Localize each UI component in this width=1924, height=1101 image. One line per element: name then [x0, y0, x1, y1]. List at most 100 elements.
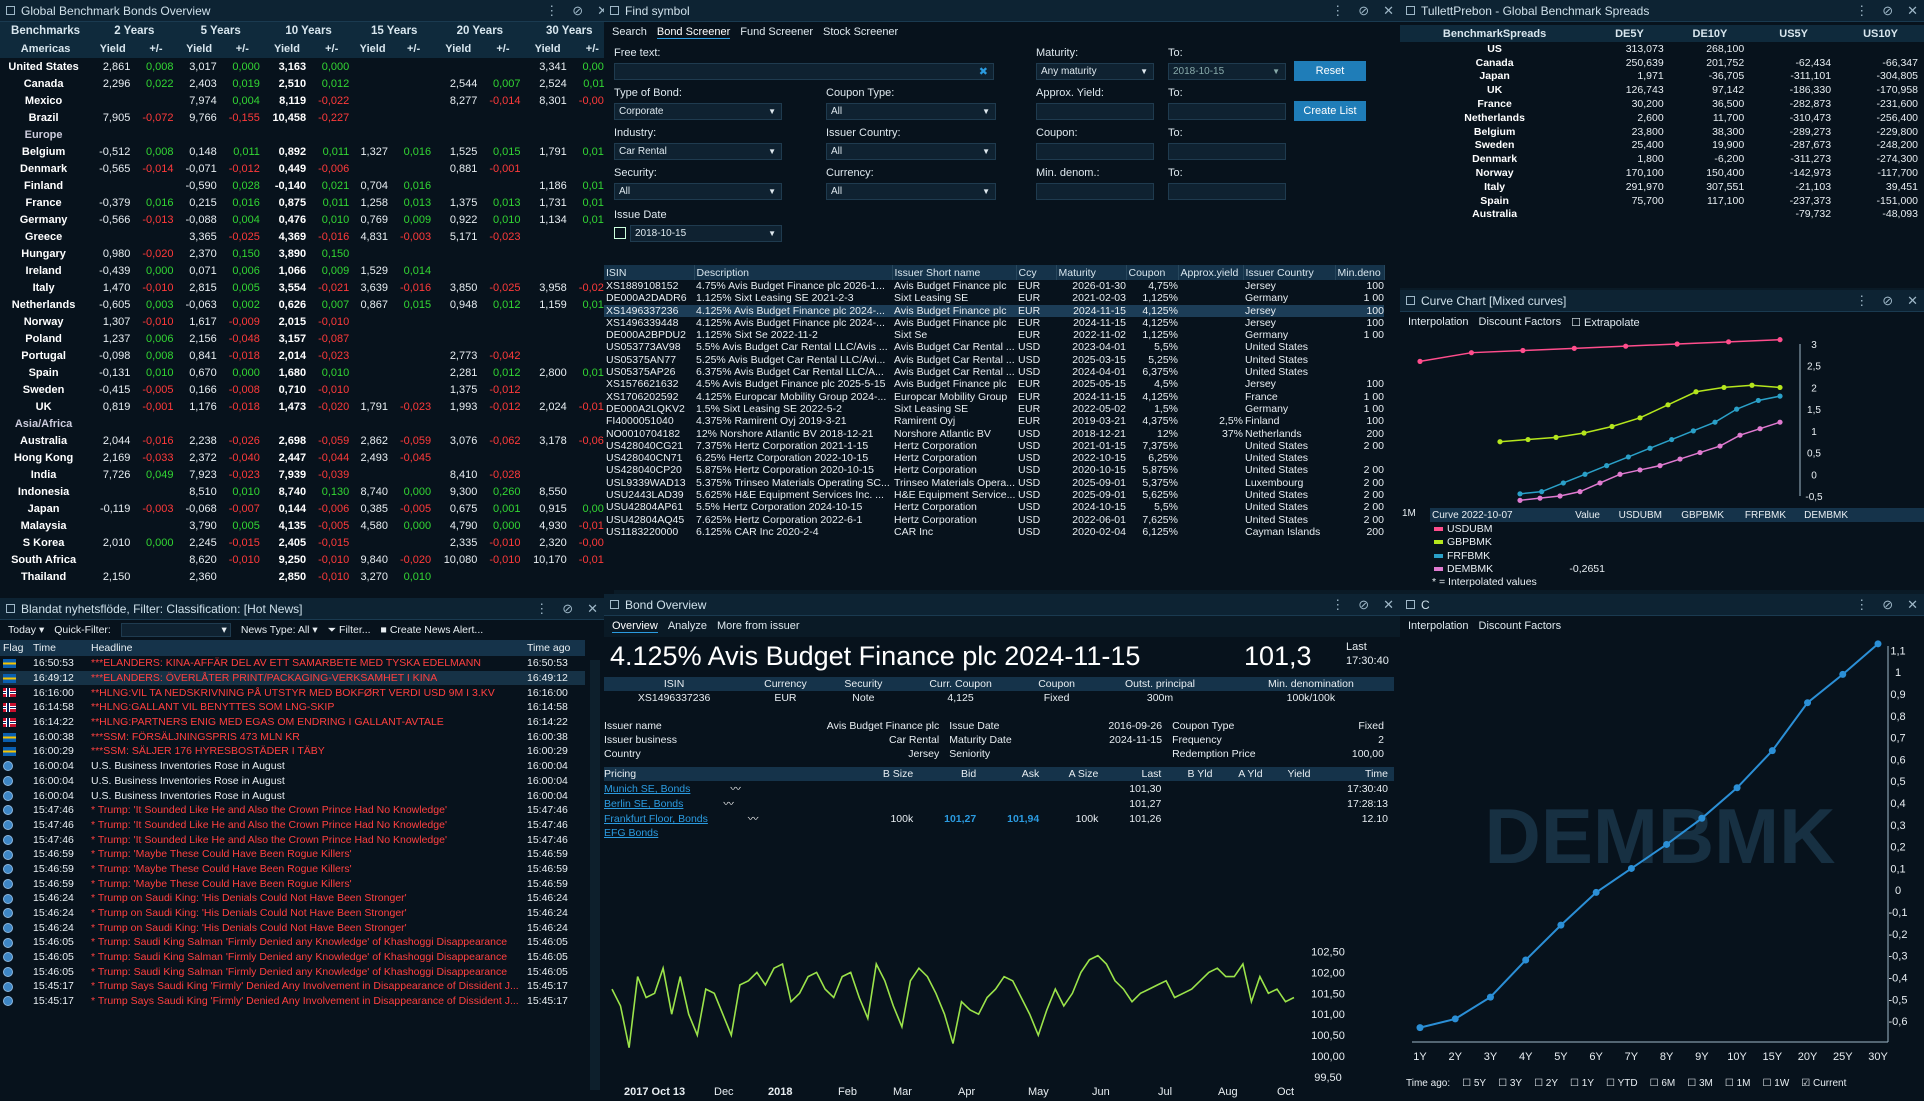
table-row[interactable]: Malaysia 3,790 0,005 4,135 -0,005 4,580 0,000 4… — [0, 517, 614, 534]
data-point[interactable] — [1577, 489, 1583, 495]
news-row[interactable]: 16:00:29 ***SSM: SÄLJER 176 HYRESBOSTÄDER… — [0, 744, 585, 759]
table-row[interactable]: Germany -0,566 -0,013 -0,088 0,004 0,476 0,010… — [0, 211, 614, 228]
data-point[interactable] — [1690, 428, 1696, 434]
tab-more-from-issuer[interactable]: More from issuer — [716, 620, 800, 632]
data-point[interactable] — [1663, 840, 1671, 848]
tab-fund-screener[interactable]: Fund Screener — [740, 26, 814, 38]
column-header[interactable]: Time — [30, 640, 88, 656]
trend-chart-icon[interactable]: 〰 — [747, 813, 759, 825]
data-point[interactable] — [1874, 640, 1882, 648]
column-header[interactable]: Time ago — [524, 640, 585, 656]
legend-row[interactable]: DEMBMK -0,2651 — [1430, 563, 1924, 577]
menu-icon[interactable]: ⋮ — [1855, 292, 1869, 308]
data-point[interactable] — [1486, 993, 1494, 1001]
time-ago-option-1m[interactable]: ☐ 1M — [1724, 1078, 1751, 1089]
unlink-icon[interactable]: ⊘ — [1882, 2, 1894, 18]
data-point[interactable] — [1468, 350, 1475, 356]
time-ago-option-current[interactable]: ☑ Current — [1801, 1078, 1847, 1089]
data-point[interactable] — [1665, 402, 1671, 408]
close-icon[interactable]: ✕ — [1907, 2, 1918, 18]
data-point[interactable] — [1617, 471, 1623, 477]
result-row[interactable]: DE000A2BPDU2 1.125% Sixt Se 2022-11-2 Sixt… — [604, 329, 1384, 341]
news-row[interactable]: 16:00:04 U.S. Business Inventories Rose i… — [0, 788, 585, 803]
data-point[interactable] — [1674, 341, 1680, 347]
unlink-icon[interactable]: ⊘ — [1882, 292, 1894, 308]
result-row[interactable]: DE000A2LQKV2 1.5% Sixt Leasing SE 2022-5-… — [604, 403, 1384, 415]
data-point[interactable] — [1698, 814, 1706, 822]
column-header[interactable]: Ccy — [1016, 265, 1057, 280]
news-row[interactable]: 16:14:58 **HLNG:GALLANT VIL BENYTTES SOM … — [0, 700, 585, 715]
table-row[interactable]: France -0,379 0,016 0,215 0,016 0,875 0,011 1,2… — [0, 194, 614, 211]
data-point[interactable] — [1553, 434, 1559, 440]
maturity-select[interactable]: Any maturity ▼ — [1036, 63, 1154, 80]
pricing-row[interactable]: Frankfurt Floor, Bonds 〰 100k 101,27 101,94 1… — [604, 811, 1394, 826]
coupon-type-select[interactable]: All ▼ — [826, 103, 996, 120]
data-point[interactable] — [1712, 419, 1718, 425]
data-point[interactable] — [1677, 456, 1683, 462]
news-row[interactable]: 16:50:53 ***ELANDERS: KINA-AFFÄR DEL AV E… — [0, 656, 585, 671]
menu-icon[interactable]: ⋮ — [1855, 596, 1869, 612]
table-row[interactable]: Mexico 7,974 0,004 8,119 -0,022 8,277 -0,014 8,… — [0, 92, 614, 109]
result-row[interactable]: US1183220000 6.125% CAR Inc 2020-2-4 CAR I… — [604, 526, 1384, 538]
close-icon[interactable]: ✕ — [1907, 596, 1918, 612]
data-point[interactable] — [1777, 337, 1783, 343]
menu-icon[interactable]: ⋮ — [535, 600, 549, 616]
trend-chart-icon[interactable]: 〰 — [730, 783, 741, 795]
news-row[interactable]: 15:47:46 * Trump: 'It Sounded Like He and… — [0, 803, 585, 818]
legend-row[interactable]: FRFBMK — [1430, 549, 1924, 563]
table-row[interactable]: France 30,200 36,500 -282,873 -231,600 — [1400, 97, 1924, 111]
news-row[interactable]: 15:46:59 * Trump: 'Maybe These Could Have… — [0, 862, 585, 877]
data-point[interactable] — [1625, 454, 1631, 460]
unlink-icon[interactable]: ⊘ — [562, 600, 574, 616]
data-point[interactable] — [1768, 747, 1776, 755]
data-point[interactable] — [1804, 699, 1812, 707]
table-row[interactable]: Thailand 2,150 2,360 2,850 -0,010 3,270 0,010 — [0, 568, 614, 585]
column-header[interactable]: Issuer Short name — [892, 265, 1017, 280]
data-point[interactable] — [1623, 343, 1629, 349]
unlink-icon[interactable]: ⊘ — [1882, 596, 1894, 612]
close-icon[interactable]: ✕ — [597, 2, 608, 18]
exchange-link-text[interactable]: EFG Bonds — [604, 827, 659, 839]
table-row[interactable]: Denmark -0,565 -0,014 -0,071 -0,012 0,449 -0,0… — [0, 160, 614, 177]
close-icon[interactable]: ✕ — [1383, 2, 1394, 18]
column-header[interactable]: Issuer Country — [1243, 265, 1336, 280]
news-row[interactable]: 16:00:04 U.S. Business Inventories Rose i… — [0, 774, 585, 789]
result-row[interactable]: USU42804AP61 5.5% Hertz Corporation 2024-… — [604, 501, 1384, 513]
tab-discount-factors[interactable]: Discount Factors — [1478, 620, 1562, 632]
result-row[interactable]: US053773AV98 5.5% Avis Budget Car Rental … — [604, 341, 1384, 353]
news-row[interactable]: 15:45:17 * Trump Says Saudi King 'Firmly'… — [0, 979, 585, 994]
create-news-alert-button[interactable]: ■ Create News Alert... — [381, 624, 484, 636]
data-point[interactable] — [1693, 389, 1699, 395]
news-row[interactable]: 15:46:59 * Trump: 'Maybe These Could Have… — [0, 847, 585, 862]
table-row[interactable]: Sweden 25,400 19,900 -287,673 -248,200 — [1400, 139, 1924, 153]
tab-stock-screener[interactable]: Stock Screener — [823, 26, 899, 38]
result-row[interactable]: US05375AP26 6.375% Avis Budget Car Rental… — [604, 366, 1384, 378]
table-row[interactable]: Indonesia 8,510 0,010 8,740 0,130 8,740 0,000 9… — [0, 483, 614, 500]
coupon-to-input[interactable] — [1168, 143, 1286, 160]
table-row[interactable]: Japan -0,119 -0,003 -0,068 -0,007 0,144 -0,006… — [0, 500, 614, 517]
unlink-icon[interactable]: ⊘ — [1358, 2, 1370, 18]
data-point[interactable] — [1627, 864, 1635, 872]
table-row[interactable]: Japan 1,971 -36,705 -311,101 -304,805 — [1400, 70, 1924, 84]
result-row[interactable]: USL9339WAD13 5.375% Trinseo Materials Ope… — [604, 477, 1384, 489]
issuer-country-select[interactable]: All ▼ — [826, 143, 996, 160]
result-row[interactable]: US05375AN77 5.25% Avis Budget Car Rental … — [604, 354, 1384, 366]
table-row[interactable]: Spain 75,700 117,100 -237,373 -151,000 — [1400, 194, 1924, 208]
time-ago-option-1y[interactable]: ☐ 1Y — [1570, 1078, 1595, 1089]
data-point[interactable] — [1557, 921, 1565, 929]
table-row[interactable]: South Africa 8,620 -0,010 9,250 -0,010 9,840-… — [0, 551, 614, 568]
time-ago-option-1w[interactable]: ☐ 1W — [1762, 1078, 1790, 1089]
quick-filter-select[interactable]: ▾ — [120, 623, 231, 637]
news-row[interactable]: 15:46:05 * Trump: Saudi King Salman 'Firm… — [0, 964, 585, 979]
table-row[interactable]: US 313,073 268,100 — [1400, 42, 1924, 56]
result-row[interactable]: US428040CP20 5.875% Hertz Corporation 202… — [604, 464, 1384, 476]
denom-to-input[interactable] — [1168, 183, 1286, 200]
exchange-link-text[interactable]: Frankfurt Floor, Bonds — [604, 813, 708, 825]
time-ago-option-3y[interactable]: ☐ 3Y — [1498, 1078, 1523, 1089]
column-header[interactable]: Maturity — [1056, 265, 1127, 280]
tab-discount-factors[interactable]: Discount Factors — [1478, 316, 1562, 328]
coupon-from-input[interactable] — [1036, 143, 1154, 160]
news-row[interactable]: 16:16:00 **HLNG:VIL TA NEDSKRIVNING PÅ UT… — [0, 685, 585, 700]
data-point[interactable] — [1539, 489, 1545, 495]
table-row[interactable]: Belgium -0,512 0,008 0,148 0,011 0,892 0,011 1,… — [0, 143, 614, 160]
